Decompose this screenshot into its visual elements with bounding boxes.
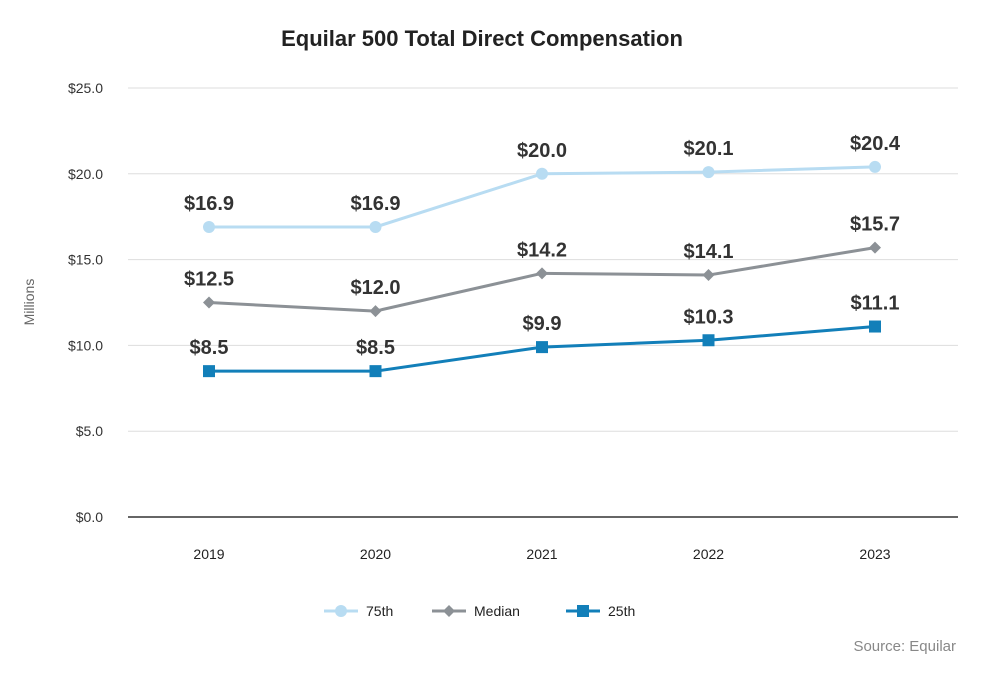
data-point-median: [869, 241, 881, 254]
series-group: [203, 160, 881, 378]
data-point-25th: [203, 365, 215, 378]
data-label-75th: $20.0: [517, 140, 567, 162]
legend: 75th Median 25th: [324, 603, 635, 619]
source-note: Source: Equilar: [853, 638, 956, 655]
data-label-25th: $11.1: [851, 293, 900, 315]
y-tick-label: $10.0: [68, 337, 103, 353]
data-point-25th: [869, 320, 881, 333]
x-tick-label: 2020: [360, 546, 391, 562]
data-label-median: $12.5: [184, 269, 234, 291]
legend-marker-25th: [577, 605, 589, 617]
y-tick-label: $0.0: [76, 509, 103, 525]
legend-item-25th: 25th: [566, 603, 635, 619]
data-label-median: $12.0: [350, 277, 400, 299]
series-75th: [203, 160, 881, 233]
data-label-25th: $8.5: [356, 337, 395, 359]
data-point-25th: [702, 334, 715, 347]
x-tick-label: 2019: [193, 546, 224, 562]
data-label-25th: $9.9: [523, 313, 562, 335]
legend-label-25th: 25th: [608, 603, 635, 619]
data-point-75th: [536, 167, 548, 180]
data-label-75th: $16.9: [350, 193, 400, 215]
data-point-75th: [702, 166, 715, 179]
data-label-median: $15.7: [850, 214, 900, 236]
legend-label-75th: 75th: [366, 603, 393, 619]
data-point-median: [702, 269, 715, 282]
legend-marker-median: [443, 605, 455, 617]
data-point-75th: [869, 160, 881, 173]
chart-title: Equilar 500 Total Direct Compensation: [281, 26, 683, 51]
y-tick-label: $25.0: [68, 80, 103, 96]
data-labels: $16.9 $16.9 $20.0 $20.1 $20.4 $12.5 $12.0 $14.2…: [184, 133, 901, 359]
y-tick-label: $5.0: [76, 423, 103, 439]
x-tick-label: 2022: [693, 546, 724, 562]
data-point-25th: [369, 365, 382, 378]
y-tick-label: $20.0: [68, 166, 103, 182]
data-point-median: [536, 267, 548, 280]
y-tick-label: $15.0: [68, 252, 103, 268]
x-tick-label: 2023: [859, 546, 890, 562]
data-point-75th: [203, 220, 215, 233]
series-25th: [203, 320, 881, 378]
x-axis-ticks: 2019 2020 2021 2022 2023: [193, 546, 890, 562]
data-label-75th: $20.4: [850, 133, 901, 155]
data-point-25th: [536, 341, 548, 354]
data-label-25th: $8.5: [190, 337, 229, 359]
data-label-median: $14.1: [683, 241, 733, 263]
data-point-median: [203, 296, 215, 309]
legend-item-median: Median: [432, 603, 520, 619]
y-axis-ticks: $0.0 $5.0 $10.0 $15.0 $20.0 $25.0: [68, 80, 103, 525]
x-tick-label: 2021: [526, 546, 557, 562]
series-median: [203, 241, 881, 318]
data-label-75th: $20.1: [683, 138, 733, 160]
data-label-median: $14.2: [517, 239, 567, 261]
data-label-25th: $10.3: [683, 306, 733, 328]
legend-label-median: Median: [474, 603, 520, 619]
data-point-75th: [369, 220, 382, 233]
data-point-median: [369, 305, 382, 318]
data-label-75th: $16.9: [184, 193, 234, 215]
y-axis-label: Millions: [21, 279, 37, 326]
legend-item-75th: 75th: [324, 603, 393, 619]
legend-marker-75th: [335, 605, 347, 617]
